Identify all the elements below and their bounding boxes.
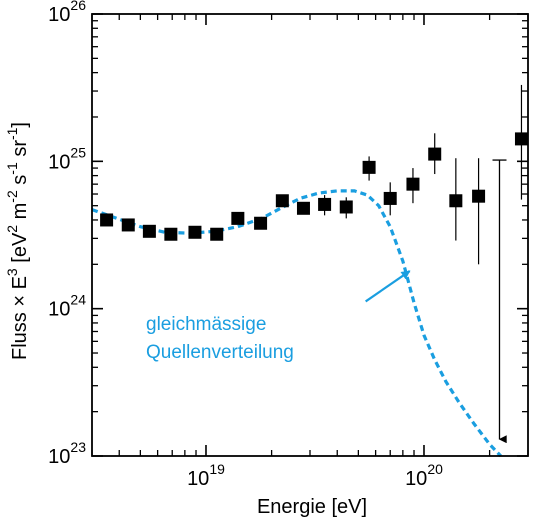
- data-point: [254, 216, 268, 230]
- y-tick-label-base: 10: [48, 446, 70, 468]
- error-bar-layer: [323, 84, 523, 444]
- y-tick-label-exponent: 26: [70, 0, 86, 13]
- y-axis-title-part: s: [9, 175, 31, 191]
- y-tick-label-base: 10: [48, 4, 70, 26]
- data-point: [188, 225, 202, 239]
- y-tick-label-exponent: 24: [70, 292, 86, 308]
- y-axis-title-part: ]: [9, 122, 31, 128]
- data-point: [100, 213, 114, 227]
- annotation-line-2: Quellenverteilung: [146, 342, 294, 363]
- x-tick-label: 1019: [187, 461, 225, 490]
- x-tick-label: 1020: [405, 461, 443, 490]
- x-tick-label-base: 10: [187, 468, 209, 490]
- y-axis-title-exponent: -2: [4, 190, 20, 203]
- annotation-layer: gleichmässige Quellenverteilung: [146, 270, 411, 363]
- y-tick-label-base: 10: [48, 151, 70, 173]
- y-axis-title-exponent: -1: [4, 127, 20, 140]
- y-tick-label-base: 10: [48, 299, 70, 321]
- data-point-layer: [100, 132, 528, 241]
- x-axis-title: Energie [eV]: [257, 496, 367, 518]
- y-axis-title-part: [eV: [9, 232, 31, 268]
- data-point: [318, 197, 332, 211]
- y-axis-title-part: Fluss × E: [9, 276, 31, 360]
- y-axis-title-exponent: -1: [4, 162, 20, 175]
- y-tick-label: 1025: [48, 144, 86, 173]
- y-tick-label: 1023: [48, 439, 86, 468]
- y-axis-title-part: m: [9, 203, 31, 225]
- data-point: [449, 194, 463, 208]
- data-point: [164, 227, 178, 241]
- annotation-arrow: [365, 270, 411, 303]
- data-point: [362, 160, 376, 174]
- y-tick-label: 1026: [48, 0, 86, 26]
- data-point: [428, 147, 442, 161]
- axis-ticks: [91, 13, 529, 457]
- y-axis-title-part: sr: [9, 140, 31, 163]
- data-point: [296, 201, 310, 215]
- data-point: [472, 189, 486, 203]
- data-point: [339, 200, 353, 214]
- y-tick-label-exponent: 23: [70, 439, 86, 455]
- data-point: [275, 194, 289, 208]
- y-tick-label: 1024: [48, 292, 86, 321]
- x-tick-label-exponent: 20: [427, 461, 443, 477]
- x-tick-label-exponent: 19: [209, 461, 225, 477]
- annotation-line-1: gleichmässige: [146, 314, 266, 335]
- data-point: [210, 227, 224, 241]
- y-axis-title: Fluss × E3 [eV2 m-2 s-1 sr-1]: [4, 122, 31, 360]
- data-point: [406, 177, 420, 191]
- x-tick-label-base: 10: [405, 468, 427, 490]
- data-point: [383, 191, 397, 205]
- data-point: [142, 224, 156, 238]
- data-point: [121, 218, 135, 232]
- y-axis-title-exponent: 3: [4, 268, 20, 276]
- plot-frame: [91, 13, 529, 457]
- y-axis-title-exponent: 2: [4, 225, 20, 233]
- y-tick-label-exponent: 25: [70, 144, 86, 160]
- data-point: [231, 211, 245, 225]
- data-point: [514, 132, 528, 146]
